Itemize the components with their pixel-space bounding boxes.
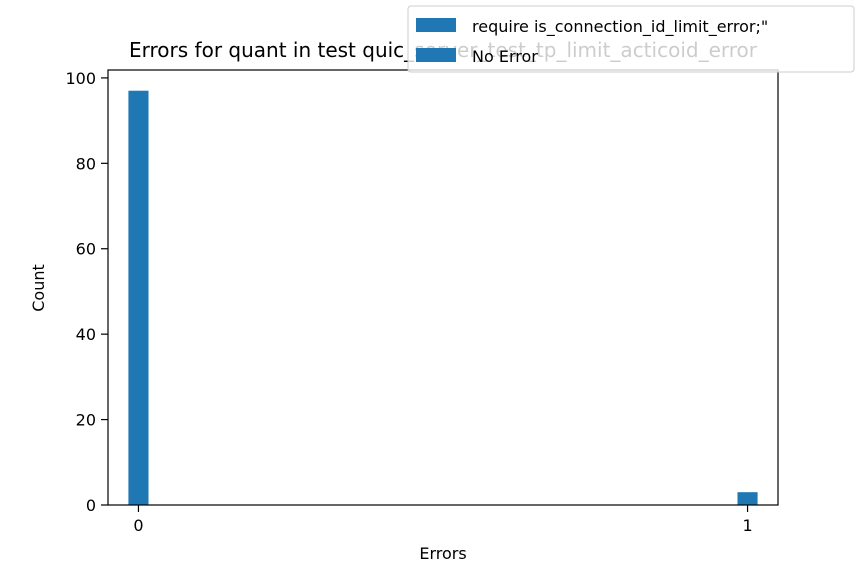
bars-layer: [128, 90, 758, 505]
y-tick-label: 100: [65, 69, 96, 88]
y-tick-label: 80: [76, 154, 96, 173]
y-tick-label: 60: [76, 240, 96, 259]
y-axis-label: Count: [29, 264, 48, 312]
bar-series-2-x-1: [737, 492, 758, 505]
legend-swatch-series-2: [416, 48, 456, 62]
x-tick-label: 0: [133, 516, 143, 535]
y-tick-label: 0: [86, 496, 96, 515]
legend-box: [407, 5, 855, 73]
y-tick-label: 20: [76, 411, 96, 430]
x-axis-label: Errors: [419, 544, 466, 563]
legend-label-series-2: No Error: [472, 47, 538, 66]
bar-series-1-x-0: [128, 90, 149, 505]
y-tick-label: 40: [76, 325, 96, 344]
y-axis-ticks: 0 20 40 60 80 100: [65, 69, 108, 515]
x-tick-label: 1: [742, 516, 752, 535]
legend: require is_connection_id_limit_error;" N…: [407, 5, 855, 73]
legend-label-series-1: require is_connection_id_limit_error;": [472, 17, 768, 37]
legend-swatch-series-1: [416, 18, 456, 32]
